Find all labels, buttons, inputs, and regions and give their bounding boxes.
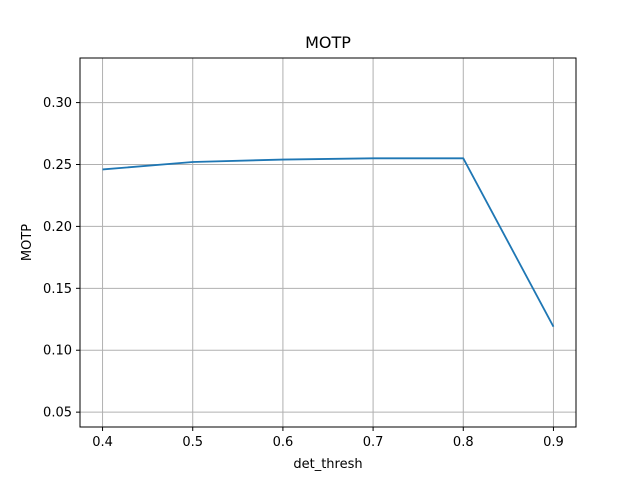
chart-title: MOTP — [305, 33, 351, 52]
x-tick-label: 0.5 — [182, 435, 203, 450]
y-tick-label: 0.15 — [43, 282, 72, 297]
x-tick-label: 0.7 — [363, 435, 384, 450]
y-tick-label: 0.05 — [43, 406, 72, 421]
y-tick-label: 0.25 — [43, 158, 72, 173]
x-tick-label: 0.9 — [543, 435, 564, 450]
y-tick-label: 0.10 — [43, 344, 72, 359]
x-axis-label: det_thresh — [293, 457, 362, 472]
x-tick-label: 0.6 — [273, 435, 294, 450]
x-tick-label: 0.8 — [453, 435, 474, 450]
y-axis-label: MOTP — [20, 224, 35, 261]
y-tick-label: 0.20 — [43, 220, 72, 235]
x-tick-label: 0.4 — [92, 435, 113, 450]
y-tick-label: 0.30 — [43, 96, 72, 111]
